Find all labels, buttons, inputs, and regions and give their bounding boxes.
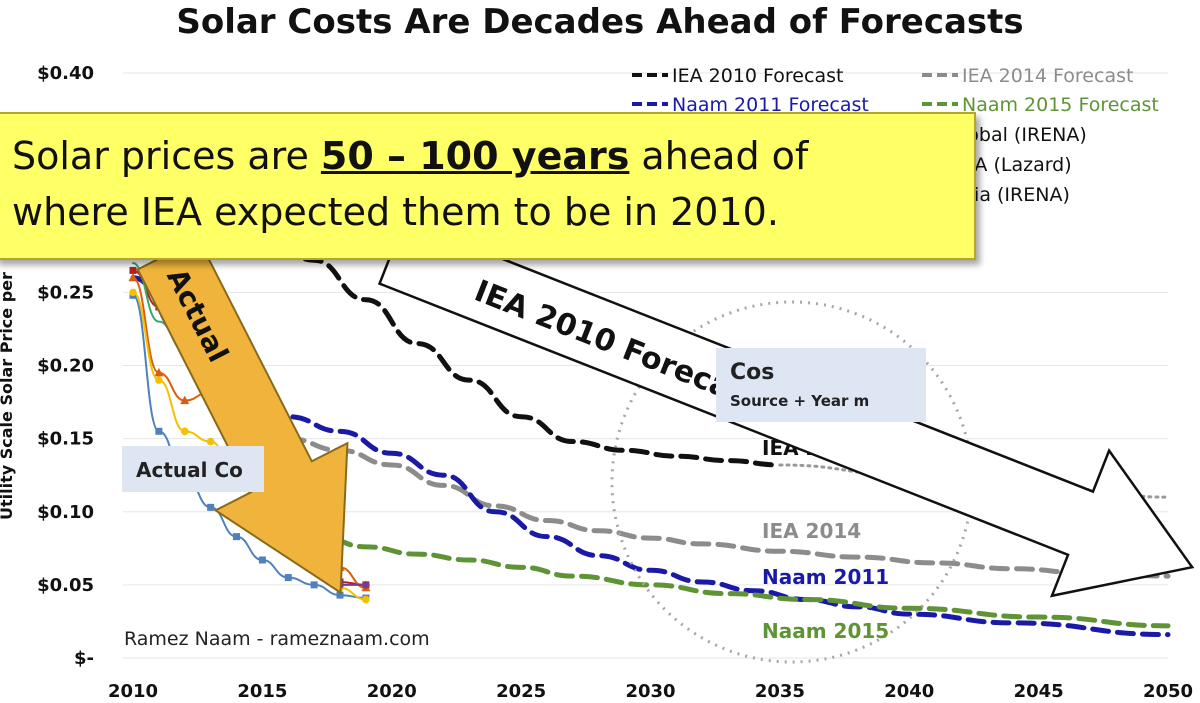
data-point: [258, 556, 266, 564]
y-tick-label: $0.40: [37, 63, 94, 84]
cost-source-title: Cos: [730, 360, 775, 385]
x-tick-label: 2010: [108, 681, 158, 702]
series-line: [130, 275, 1171, 638]
y-tick-label: $0.25: [37, 282, 94, 303]
y-tick-label: $-: [74, 648, 94, 669]
data-point: [180, 427, 189, 436]
legend-label: IEA 2010 Forecast: [672, 65, 843, 87]
data-point: [310, 581, 318, 589]
series-end-label: Naam 2015: [762, 619, 889, 643]
x-tick-label: 2040: [884, 681, 934, 702]
legend-entry: Naam 2015 Forecast: [922, 94, 1159, 116]
x-tick-label: 2045: [1014, 681, 1064, 702]
legend-label: dia (IRENA): [962, 184, 1070, 206]
y-axis-ticks: $- $0.05 $0.10 $0.15 $0.20 $0.25 $0.40: [37, 63, 94, 669]
legend-label: IEA 2014 Forecast: [962, 65, 1133, 87]
callout-text-end: ahead of: [629, 134, 809, 178]
data-point: [154, 367, 164, 377]
data-point: [129, 288, 137, 297]
legend-label: lobal (IRENA): [962, 124, 1087, 146]
y-tick-label: $0.05: [37, 575, 94, 596]
x-axis-ticks: 2010 2015 2020 2025 2030 2035 2040 2045 2050: [108, 681, 1193, 702]
legend-label: SA (Lazard): [962, 154, 1072, 176]
series-end-label: Naam 2011: [762, 565, 889, 589]
x-tick-label: 2025: [496, 681, 546, 702]
data-point: [336, 591, 344, 599]
y-tick-label: $0.15: [37, 429, 94, 450]
data-point: [207, 503, 215, 511]
data-point: [155, 427, 163, 435]
data-point: [155, 376, 163, 384]
y-tick-label: $0.10: [37, 502, 94, 523]
y-tick-label: $0.20: [37, 356, 94, 377]
legend: IEA 2010 Forecast IEA 2014 Forecast Naam 2…: [632, 65, 1159, 206]
legend-label: Naam 2011 Forecast: [672, 94, 869, 116]
x-tick-label: 2030: [625, 681, 675, 702]
callout-box: Solar prices are 50 – 100 years ahead of…: [0, 112, 976, 260]
legend-entry: IEA 2014 Forecast: [922, 65, 1133, 87]
cost-source-subtitle: Source + Year m: [730, 392, 870, 410]
legend-entry: IEA 2010 Forecast: [632, 65, 843, 87]
callout-highlight: 50 – 100 years: [320, 134, 630, 178]
data-point: [362, 581, 370, 589]
data-point: [180, 395, 190, 405]
cost-source-label: Cos Source + Year m: [716, 348, 926, 422]
credit-text: Ramez Naam - rameznaam.com: [124, 628, 430, 650]
data-point: [233, 533, 240, 541]
data-point: [206, 437, 215, 446]
series-end-label: IEA 2014: [762, 519, 861, 543]
actual-costs-label: Actual Co: [122, 446, 264, 492]
series-line: [285, 436, 1171, 579]
data-point: [284, 574, 292, 582]
legend-entry: Naam 2011 Forecast: [632, 94, 869, 116]
callout-text-start: Solar prices are: [12, 134, 321, 178]
x-tick-label: 2035: [755, 681, 805, 702]
series-naam-2011-forecast: [130, 275, 1171, 638]
x-tick-label: 2050: [1143, 681, 1193, 702]
data-point: [128, 272, 138, 282]
legend-label: Naam 2015 Forecast: [962, 94, 1159, 116]
series-line: [259, 523, 1171, 629]
data-point: [129, 266, 137, 274]
data-point: [362, 595, 370, 604]
chart-title: Solar Costs Are Decades Ahead of Forecas…: [176, 2, 1024, 42]
callout-line-2: where IEA expected them to be in 2010.: [12, 190, 779, 234]
actual-arrow: Actual: [136, 237, 349, 595]
x-tick-label: 2015: [237, 681, 287, 702]
series-naam-2015-forecast: [259, 523, 1171, 629]
y-axis-label: Utility Scale Solar Price per: [0, 272, 16, 520]
series-iea-2014-forecast: [285, 436, 1171, 579]
x-tick-label: 2020: [367, 681, 417, 702]
